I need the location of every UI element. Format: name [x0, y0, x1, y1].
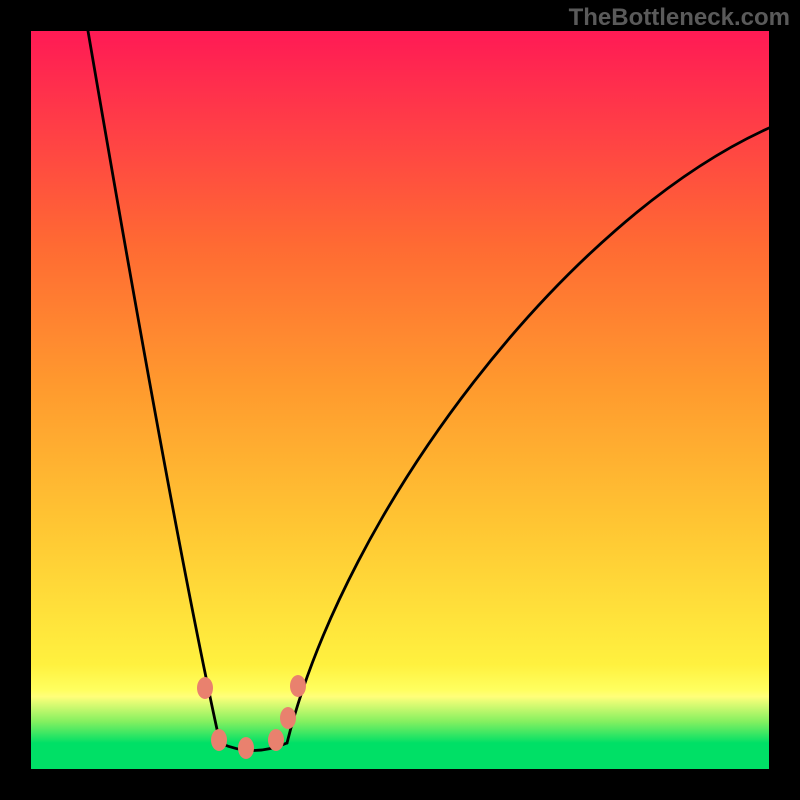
root: TheBottleneck.com: [0, 0, 800, 800]
data-marker: [238, 737, 254, 759]
data-marker: [197, 677, 213, 699]
solid-green-band: [31, 743, 769, 769]
chart-svg: [0, 0, 800, 800]
data-marker: [211, 729, 227, 751]
attribution-text: TheBottleneck.com: [569, 4, 790, 32]
gradient-background: [31, 31, 769, 743]
data-marker: [280, 707, 296, 729]
data-marker: [290, 675, 306, 697]
data-marker: [268, 729, 284, 751]
plot-area: [31, 31, 769, 769]
